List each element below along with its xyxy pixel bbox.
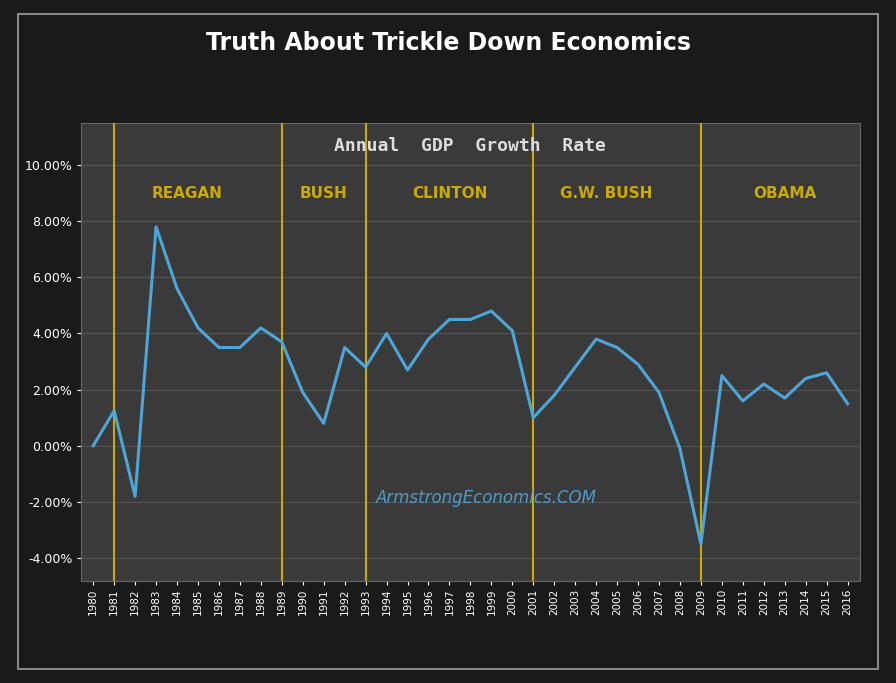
Text: ArmstrongEconomics.COM: ArmstrongEconomics.COM — [375, 489, 597, 507]
Text: REAGAN: REAGAN — [152, 186, 223, 201]
Text: Annual  GDP  Growth  Rate: Annual GDP Growth Rate — [334, 137, 607, 154]
Text: G.W. BUSH: G.W. BUSH — [560, 186, 653, 201]
Text: Truth About Trickle Down Economics: Truth About Trickle Down Economics — [205, 31, 691, 55]
Text: BUSH: BUSH — [300, 186, 348, 201]
Text: OBAMA: OBAMA — [754, 186, 816, 201]
Text: CLINTON: CLINTON — [412, 186, 487, 201]
